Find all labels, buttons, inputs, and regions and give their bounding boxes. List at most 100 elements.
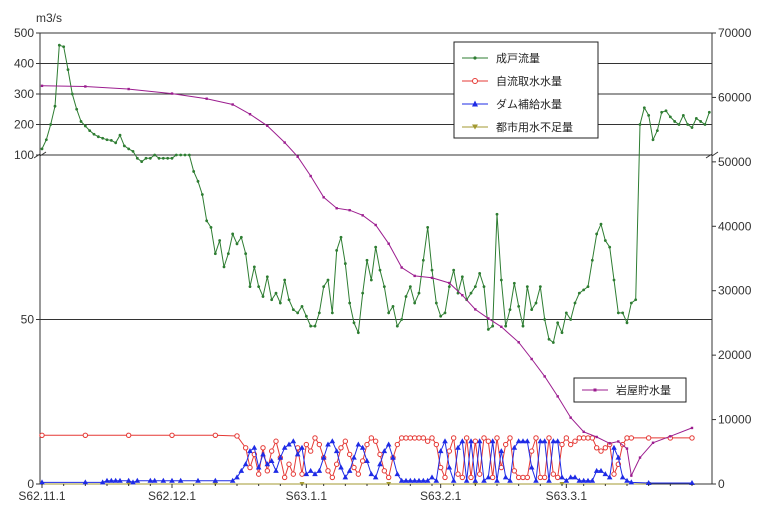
- data-point: [273, 467, 279, 473]
- data-point: [424, 438, 431, 444]
- data-point: [248, 285, 252, 288]
- data-point: [473, 285, 477, 288]
- data-point: [664, 109, 668, 113]
- x-tick-label: S63.2.1: [420, 489, 462, 503]
- data-point: [117, 477, 123, 483]
- yleft-tick-label: 0: [27, 477, 34, 491]
- yright-tick-label: 0: [718, 477, 725, 491]
- data-point: [589, 477, 596, 483]
- data-point: [472, 477, 479, 483]
- data-point: [634, 298, 638, 302]
- data-point: [489, 438, 496, 444]
- data-point: [92, 132, 96, 136]
- data-point: [413, 301, 417, 305]
- data-point: [491, 324, 495, 328]
- yleft-tick-label: 400: [14, 57, 34, 71]
- data-point: [602, 445, 609, 451]
- data-point: [572, 438, 578, 444]
- data-point: [502, 441, 509, 448]
- data-point: [247, 464, 253, 471]
- data-point: [507, 435, 513, 441]
- plot-frame: [33, 32, 719, 485]
- data-point: [638, 123, 642, 126]
- data-point: [378, 268, 382, 272]
- data-point: [346, 451, 353, 458]
- data-point: [677, 123, 681, 126]
- data-point: [476, 471, 483, 477]
- data-point: [660, 110, 664, 114]
- data-point: [655, 129, 659, 133]
- data-point: [430, 268, 434, 272]
- data-point: [105, 138, 109, 142]
- data-point: [361, 214, 364, 217]
- data-point: [372, 474, 379, 480]
- data-point: [499, 278, 503, 282]
- data-point: [411, 435, 418, 441]
- data-point: [520, 438, 526, 444]
- data-point: [611, 471, 617, 477]
- data-point: [320, 454, 327, 460]
- legend-swatch-marker: [472, 100, 478, 107]
- data-point: [135, 156, 139, 160]
- data-point: [82, 432, 89, 439]
- legend-swatch-marker: [472, 124, 478, 130]
- data-point: [400, 266, 403, 269]
- data-point: [489, 474, 496, 481]
- data-point: [563, 477, 570, 483]
- series-circle: [39, 432, 695, 481]
- data-point: [582, 288, 586, 292]
- data-point: [125, 432, 132, 439]
- series-layer: [39, 43, 711, 486]
- data-point: [160, 477, 167, 483]
- data-point: [404, 295, 408, 298]
- data-point: [348, 301, 352, 305]
- data-point: [569, 416, 572, 419]
- data-point: [273, 438, 279, 444]
- data-point: [274, 291, 278, 295]
- data-point: [398, 477, 405, 483]
- yleft-tick-label: 300: [14, 87, 34, 101]
- data-point: [255, 471, 262, 477]
- data-point: [329, 474, 336, 481]
- data-point: [140, 160, 144, 163]
- data-point: [112, 477, 119, 483]
- data-point: [127, 87, 130, 91]
- data-point: [611, 444, 617, 450]
- data-point: [554, 474, 561, 481]
- data-point: [434, 301, 438, 305]
- data-point: [530, 308, 534, 312]
- data-point: [511, 444, 518, 450]
- data-point: [212, 432, 219, 439]
- data-point: [170, 156, 174, 160]
- x-tick-label: S62.11.1: [18, 489, 65, 503]
- data-point: [131, 149, 135, 153]
- data-point: [647, 113, 651, 117]
- data-point: [157, 156, 161, 160]
- data-point: [602, 471, 609, 477]
- data-point: [437, 448, 444, 454]
- data-point: [387, 242, 390, 245]
- data-point: [521, 324, 525, 328]
- legend-label: 自流取水水量: [496, 74, 562, 88]
- data-point: [369, 278, 373, 282]
- data-point: [229, 477, 236, 483]
- data-point: [183, 153, 187, 157]
- data-point: [537, 474, 544, 481]
- data-point: [385, 474, 392, 481]
- data-point: [703, 123, 707, 126]
- data-point: [257, 285, 261, 288]
- yright-tick-label: 50000: [718, 155, 752, 169]
- data-point: [690, 126, 694, 129]
- data-point: [261, 295, 265, 298]
- data-point: [525, 285, 529, 288]
- data-point: [130, 479, 136, 485]
- data-point: [577, 291, 581, 295]
- data-point: [543, 318, 547, 321]
- data-point: [411, 477, 418, 483]
- data-point: [606, 474, 613, 480]
- legend-swatch-marker: [593, 388, 597, 392]
- data-point: [461, 294, 464, 297]
- data-point: [468, 474, 474, 481]
- data-point: [161, 156, 165, 160]
